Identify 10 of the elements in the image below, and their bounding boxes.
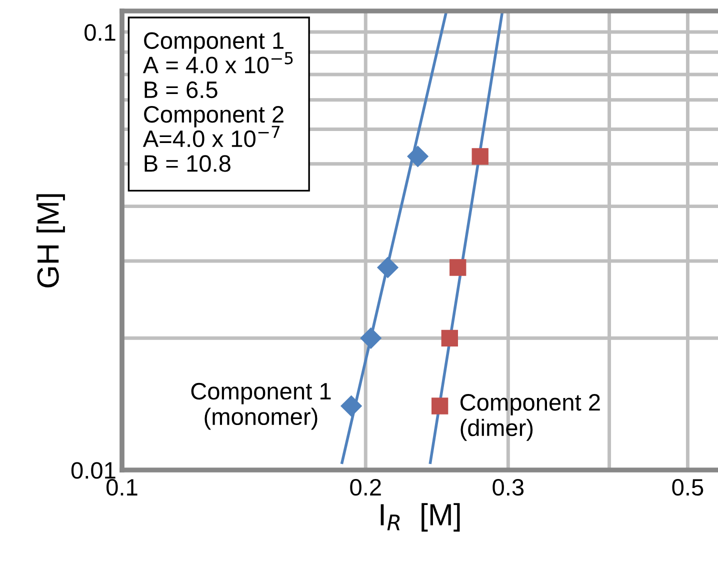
x-tick-label: 0.2 [350, 478, 381, 496]
x-tick-label: 0.3 [492, 478, 524, 496]
y-axis-title: GH [M] [36, 194, 65, 288]
series-label: Component 2 (dimer) [460, 394, 600, 441]
x-tick-label: 0.1 [106, 478, 138, 496]
y-tick-label: 0.01 [71, 462, 116, 479]
x-tick-label: 0.5 [672, 478, 704, 496]
series-label: Component 1 (monomer) [191, 382, 331, 430]
text: Component 1 A = 4.0 x 10$^{−5}$ B = 6.5 Component 2 A=4.0 x 10$^{−7}$ B = 10.8 [142, 32, 293, 172]
x-axis-title: I$_{R}$ [M] [380, 503, 460, 532]
